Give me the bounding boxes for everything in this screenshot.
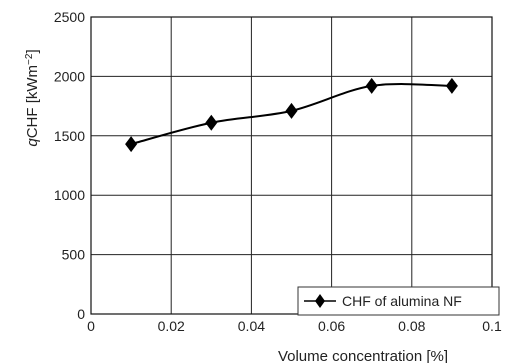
y-axis-label-prefix: q (24, 138, 41, 147)
legend-marker (315, 294, 325, 308)
data-point-marker (125, 136, 138, 153)
x-tick-label: 0.02 (158, 318, 185, 334)
y-tick-label: 2000 (54, 68, 85, 84)
y-axis-label-superscript: −2 (24, 53, 35, 65)
y-tick-label: 0 (77, 306, 85, 322)
x-axis-label: Volume concentration [%] (278, 348, 448, 363)
data-point-marker (445, 77, 458, 94)
y-tick-labels: 0 500 1000 1500 2000 2500 (54, 9, 85, 322)
data-point-marker (205, 114, 218, 131)
x-tick-label: 0.04 (238, 318, 265, 334)
x-tick-labels: 0 0.02 0.04 0.06 0.08 0.1 (87, 318, 502, 334)
legend: CHF of alumina NF (297, 286, 500, 316)
plot-frame (90, 16, 493, 315)
y-tick-label: 1000 (54, 187, 85, 203)
x-tick-label: 0.06 (318, 318, 345, 334)
y-tick-label: 1500 (54, 128, 85, 144)
legend-label: CHF of alumina NF (342, 293, 462, 309)
x-tick-label: 0 (87, 318, 95, 334)
y-tick-label: 500 (62, 247, 86, 263)
y-axis-label: qCHF [kWm−2] (24, 49, 42, 146)
grid (91, 17, 492, 314)
y-axis-label-suffix: ] (24, 49, 41, 53)
data-point-marker (365, 77, 378, 94)
y-tick-label: 2500 (54, 9, 85, 25)
y-axis-label-main: CHF [kWm (24, 65, 41, 138)
series-layer (125, 77, 458, 153)
data-point-marker (285, 102, 298, 119)
x-tick-label: 0.1 (482, 318, 502, 334)
x-tick-label: 0.08 (398, 318, 425, 334)
